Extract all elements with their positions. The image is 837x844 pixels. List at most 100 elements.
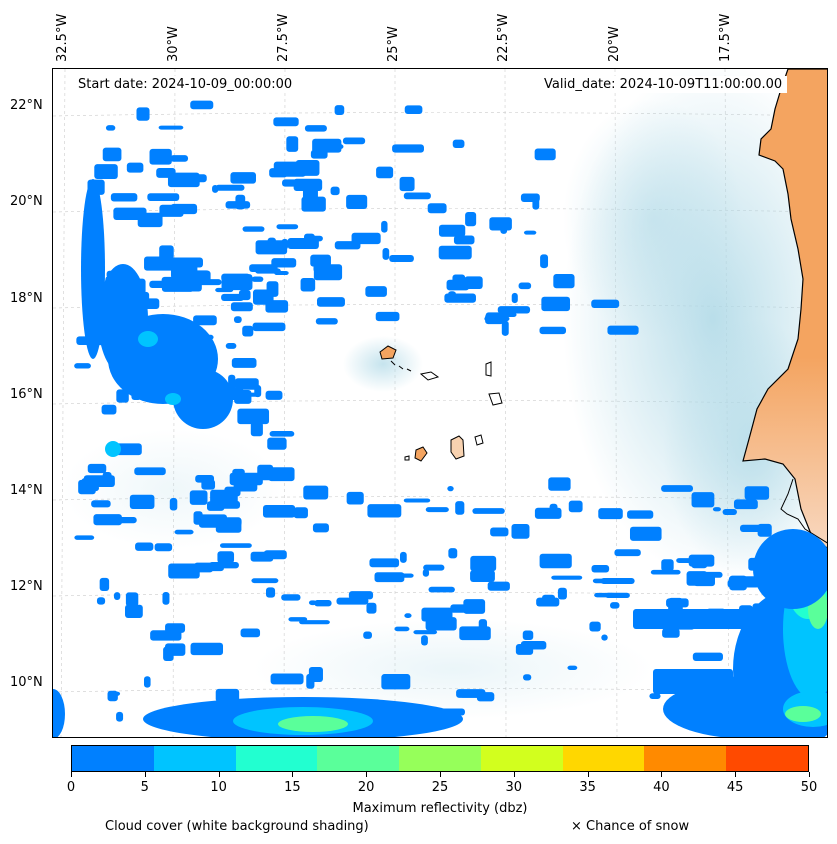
reflectivity-cell [262, 504, 296, 518]
reflectivity-cell [381, 674, 411, 690]
reflectivity-cell [94, 164, 118, 180]
colorbar-tick [513, 772, 515, 777]
colorbar-tick [292, 772, 294, 777]
reflectivity-cell [351, 232, 381, 245]
latitude-label: 22°N [10, 98, 43, 113]
colorbar-tick-label: 35 [579, 780, 596, 795]
reflectivity-cell [369, 558, 400, 568]
reflectivity-colorbar [71, 745, 809, 772]
reflectivity-cell [293, 507, 308, 519]
colorbar-tick-label: 40 [653, 780, 670, 795]
reflectivity-cell [666, 598, 689, 608]
reflectivity-cell [110, 193, 138, 202]
reflectivity-cell [215, 688, 240, 702]
reflectivity-cell [548, 477, 571, 491]
reflectivity-cell [692, 652, 723, 661]
reflectivity-cell [201, 479, 216, 490]
reflectivity-cell [255, 240, 288, 255]
colorbar-segment [562, 746, 645, 771]
reflectivity-cell [389, 255, 414, 263]
africa-landmass [742, 69, 827, 549]
colorbar-tick-label: 50 [800, 780, 818, 795]
reflectivity-cell [288, 617, 308, 622]
reflectivity-cell [532, 195, 540, 210]
reflectivity-cell [265, 300, 289, 313]
reflectivity-cell [334, 105, 345, 116]
colorbar-tick-label: 0 [66, 780, 76, 795]
snow-chance-note: × Chance of snow [571, 819, 690, 834]
reflectivity-cell [150, 630, 182, 641]
reflectivity-cell [421, 635, 428, 646]
reflectivity-cell [346, 194, 368, 210]
reflectivity-cell [629, 526, 662, 541]
reflectivity-cell [125, 592, 139, 607]
reflectivity-cell [342, 137, 366, 145]
reflectivity-cell [281, 594, 301, 601]
reflectivity-cell [722, 509, 737, 516]
reflectivity-cell [310, 254, 331, 267]
reflectivity-cell [154, 543, 173, 552]
reflectivity-cell [392, 144, 424, 153]
reflectivity-cell [299, 620, 330, 625]
colorbar-segment [644, 746, 727, 771]
colorbar-segment [235, 746, 318, 771]
reflectivity-cell [388, 573, 414, 578]
reflectivity-cell [274, 270, 289, 276]
longitude-label: 17.5°W [718, 13, 733, 62]
reflectivity-cell [549, 503, 558, 517]
reflectivity-cell [74, 535, 95, 540]
reflectivity-cell [233, 316, 242, 323]
reflectivity-cell [265, 587, 276, 598]
reflectivity-cell [242, 226, 265, 232]
reflectivity-cell [487, 581, 510, 591]
latitude-label: 16°N [10, 387, 43, 402]
reflectivity-cell [210, 489, 238, 506]
longitude-label: 30°W [166, 26, 181, 62]
valid-date-label: Valid_date: 2024-10-09T11:00:00.00 [539, 76, 788, 93]
colorbar-segment [726, 746, 809, 771]
reflectivity-cell [165, 393, 181, 405]
reflectivity-cell [300, 278, 316, 292]
reflectivity-cell [404, 105, 423, 114]
colorbar-tick [440, 772, 441, 777]
colorbar-tick [144, 772, 146, 777]
reflectivity-cell [83, 475, 115, 488]
reflectivity-cell [308, 600, 317, 606]
colorbar-tick [735, 772, 737, 777]
reflectivity-cell [427, 203, 447, 214]
reflectivity-field [53, 100, 827, 737]
reflectivity-cell [99, 577, 110, 591]
reflectivity-cell [165, 623, 186, 633]
reflectivity-cell [438, 224, 466, 237]
reflectivity-cell [375, 311, 400, 322]
reflectivity-cell [591, 565, 610, 573]
latitude-label: 10°N [10, 675, 43, 690]
colorbar-tick [218, 772, 220, 777]
reflectivity-cell [452, 139, 465, 149]
colorbar-tick [809, 772, 810, 777]
latitude-label: 20°N [10, 194, 43, 209]
reflectivity-cell [536, 597, 560, 607]
reflectivity-cell [252, 322, 286, 332]
reflectivity-cell [136, 107, 150, 121]
reflectivity-cell [333, 144, 344, 150]
reflectivity-cell [363, 631, 372, 639]
reflectivity-cell [179, 270, 210, 275]
reflectivity-cell [149, 148, 172, 165]
reflectivity-cell [366, 602, 377, 614]
reflectivity-cell [520, 641, 547, 650]
reflectivity-cell [330, 186, 340, 196]
reflectivity-cell [448, 291, 456, 298]
reflectivity-cell [589, 621, 601, 632]
colorbar-tick [71, 772, 72, 777]
reflectivity-cell [286, 136, 299, 152]
reflectivity-cell [740, 524, 762, 532]
reflectivity-cell [303, 485, 329, 500]
reflectivity-cell [278, 716, 348, 732]
reflectivity-cell [265, 390, 283, 400]
reflectivity-cell [168, 563, 200, 579]
reflectivity-cell [425, 507, 449, 513]
reflectivity-cell [240, 628, 261, 638]
reflectivity-cell [98, 264, 148, 374]
reflectivity-cell [109, 691, 121, 696]
